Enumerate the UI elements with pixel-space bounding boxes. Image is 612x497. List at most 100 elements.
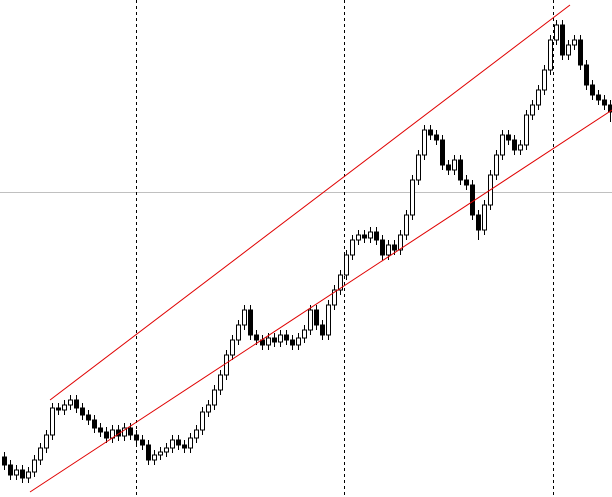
candle-body [284,334,289,341]
candle-body [44,434,49,449]
candle-body [278,334,283,343]
candle-body [350,239,355,256]
candle-body [104,431,109,439]
candle-body [320,324,325,336]
candle-body [152,454,157,461]
candle-body [368,231,373,239]
candle-body [416,154,421,181]
candle-body [68,399,73,406]
candle-body [8,464,13,476]
candle-body [194,429,199,439]
candle-body [230,339,235,356]
candle-body [326,304,331,336]
candle-body [344,254,349,276]
candle-body [530,104,535,116]
candle-body [14,469,19,476]
candle-body [542,69,547,91]
candle-body [392,244,397,251]
candle-body [464,179,469,186]
candle-body [176,439,181,446]
candle-body [38,447,43,461]
candle-body [140,439,145,446]
candle-body [26,471,31,479]
candle-body [206,404,211,413]
candle-body [608,104,612,113]
channel-line [49,4,571,401]
candle-body [494,154,499,176]
candle-body [158,451,163,456]
candle-body [80,407,85,416]
candle-body [164,447,169,453]
candle-body [56,407,61,411]
candle-body [272,337,277,343]
candle-body [554,24,559,41]
candle-body [458,159,463,181]
candle-body [584,64,589,86]
candle-body [260,339,265,346]
candle-body [308,309,313,331]
candle-body [212,389,217,406]
candle-body [410,179,415,216]
candle-body [20,469,25,479]
candle-body [122,427,127,437]
candle-body [596,94,601,101]
candle-body [128,427,133,436]
candle-body [296,337,301,346]
candle-body [452,159,457,171]
candle-body [590,84,595,96]
candle-body [434,134,439,141]
candle-body [470,184,475,216]
candle-body [404,214,409,236]
candle-body [218,374,223,391]
candle-body [482,204,487,231]
candle-body [524,114,529,146]
candle-body [266,337,271,346]
candle-body [374,231,379,241]
candle-body [338,274,343,291]
candle-body [332,289,337,306]
candle-body [98,427,103,433]
candle-body [356,234,361,241]
candle-body [146,444,151,461]
candle-body [578,39,583,66]
candle-body [74,399,79,409]
candle-body [92,419,97,429]
candle-body [170,439,175,449]
candle-body [566,44,571,56]
candle-body [446,164,451,171]
candle-body [242,309,247,326]
candle-body [314,309,319,326]
candle-body [224,354,229,376]
candle-body [536,89,541,106]
candle-body [422,129,427,156]
candle-body [380,239,385,256]
candle-body [476,214,481,231]
candle-body [548,39,553,71]
candle-body [512,139,517,151]
candle-body [506,134,511,141]
candle-body [572,39,577,46]
candle-body [440,139,445,166]
candle-body [134,434,139,441]
candle-body [254,334,259,341]
candle-body [248,309,253,336]
candle-body [560,24,565,56]
candle-body [182,444,187,449]
candle-body [290,339,295,346]
candle-body [386,244,391,256]
candle-body [518,144,523,151]
candle-body [398,234,403,251]
candle-body [2,456,7,466]
candle-body [50,407,55,436]
channel-line [29,109,612,493]
candle-body [236,324,241,341]
candle-body [200,411,205,431]
candle-body [602,99,607,106]
candle-body [62,404,67,411]
candle-body [32,459,37,473]
candle-body [428,129,433,136]
candle-body [500,134,505,156]
candle-body [302,329,307,339]
